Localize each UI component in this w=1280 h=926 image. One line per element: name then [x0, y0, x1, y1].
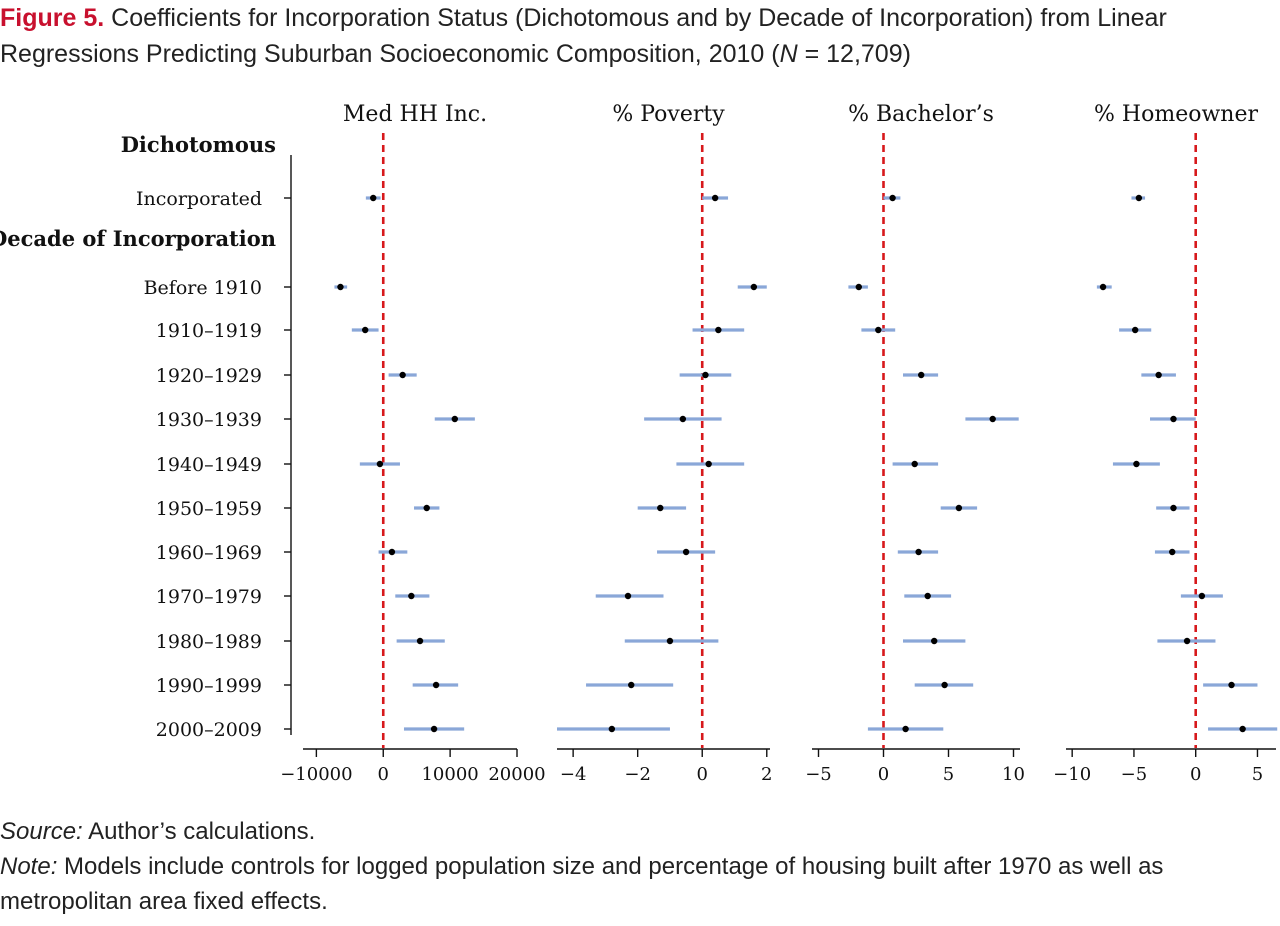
x-tick-label: 0: [697, 764, 708, 785]
point-estimate: [924, 592, 931, 600]
point-estimate: [682, 548, 690, 556]
point-estimate: [657, 504, 664, 512]
point-estimate: [911, 460, 918, 468]
point-estimate: [1099, 283, 1107, 291]
x-tick-label: −4: [560, 764, 587, 785]
note-line: Note: Models include controls for logged…: [0, 849, 1275, 919]
point-estimate: [451, 415, 459, 423]
row-label: 1980–1989: [156, 631, 262, 653]
point-estimate: [666, 637, 674, 645]
panel-title: % Bachelor’s: [848, 102, 994, 127]
point-estimate: [408, 592, 415, 600]
point-estimate: [705, 460, 712, 468]
x-tick-label: −10000: [280, 764, 352, 785]
point-estimate: [855, 283, 862, 291]
group-heading: Decade of Incorporation: [0, 226, 276, 251]
x-tick-label: 10: [1002, 764, 1025, 785]
point-estimate: [889, 194, 896, 202]
x-tick-label: −5: [1121, 764, 1148, 785]
point-estimate: [702, 371, 709, 379]
point-estimate: [941, 681, 948, 689]
point-estimate: [918, 371, 925, 379]
caption-n-symbol: N: [779, 40, 798, 68]
point-estimate: [430, 725, 438, 733]
figure-footer: Source: Author’s calculations. Note: Mod…: [0, 814, 1275, 919]
point-estimate: [376, 460, 384, 468]
row-label: 1990–1999: [156, 675, 262, 697]
point-estimate: [679, 415, 687, 423]
x-tick-label: 0: [878, 764, 889, 785]
point-estimate: [1228, 681, 1235, 689]
figure-caption: Figure 5. Coefficients for Incorporation…: [0, 0, 1270, 72]
point-estimate: [1183, 637, 1191, 645]
panel-title: Med HH Inc.: [343, 102, 487, 127]
note-label: Note:: [0, 853, 58, 880]
point-estimate: [1155, 371, 1162, 379]
row-label: 1930–1939: [156, 409, 262, 431]
point-estimate: [361, 326, 369, 334]
coefficient-chart: Dichotomous Decade of Incorporation Incorp…: [0, 102, 1278, 785]
row-label: Before 1910: [144, 277, 262, 299]
point-estimate: [1133, 460, 1140, 468]
source-line: Source: Author’s calculations.: [0, 814, 1275, 849]
point-estimate: [388, 548, 396, 556]
x-tick-label: 2: [761, 764, 772, 785]
point-estimate: [955, 504, 963, 512]
point-estimate: [337, 283, 344, 291]
point-estimate: [902, 725, 909, 733]
caption-text-end: = 12,709): [797, 40, 911, 68]
point-estimate: [370, 194, 377, 202]
x-tick-label: 5: [1252, 764, 1263, 785]
row-label: Incorporated: [136, 188, 262, 210]
point-estimate: [1169, 548, 1176, 556]
group-heading: Dichotomous: [121, 132, 276, 157]
row-label: 2000–2009: [156, 719, 262, 741]
source-text: Author’s calculations.: [82, 818, 316, 845]
panel-title: % Homeowner: [1094, 102, 1258, 127]
x-tick-label: 20000: [488, 764, 545, 785]
point-estimate: [628, 681, 635, 689]
x-tick-label: 10000: [421, 764, 478, 785]
x-tick-label: 5: [943, 764, 954, 785]
point-estimate: [875, 326, 882, 334]
point-estimate: [1170, 415, 1177, 423]
point-estimate: [416, 637, 424, 645]
point-estimate: [1131, 326, 1139, 334]
point-estimate: [624, 592, 632, 600]
point-estimate: [423, 504, 430, 512]
row-label: 1920–1929: [156, 365, 262, 387]
row-label: 1940–1949: [156, 454, 262, 476]
caption-text-start: Coefficients for Incorporation Status (D…: [0, 4, 1167, 68]
panel-title: % Poverty: [612, 102, 725, 127]
point-estimate: [608, 725, 616, 733]
source-label: Source:: [0, 818, 83, 845]
point-estimate: [432, 681, 440, 689]
point-estimate: [1135, 194, 1143, 202]
x-tick-label: 0: [1190, 764, 1201, 785]
point-estimate: [1170, 504, 1177, 512]
point-estimate: [1239, 725, 1246, 733]
x-tick-label: −5: [805, 764, 832, 785]
point-estimate: [989, 415, 996, 423]
row-label: 1950–1959: [156, 498, 262, 520]
point-estimate: [931, 637, 938, 645]
point-estimate: [711, 194, 719, 202]
row-label: 1960–1969: [156, 542, 262, 564]
row-label: 1910–1919: [156, 320, 262, 342]
point-estimate: [1198, 592, 1206, 600]
x-tick-label: −2: [624, 764, 651, 785]
x-tick-label: −10: [1053, 764, 1091, 785]
x-tick-label: 0: [378, 764, 389, 785]
point-estimate: [715, 326, 722, 334]
point-estimate: [915, 548, 922, 556]
note-text: Models include controls for logged popul…: [0, 853, 1164, 915]
point-estimate: [750, 283, 758, 291]
point-estimate: [399, 371, 406, 379]
row-label: 1970–1979: [156, 586, 262, 608]
figure-label: Figure 5.: [0, 4, 105, 32]
